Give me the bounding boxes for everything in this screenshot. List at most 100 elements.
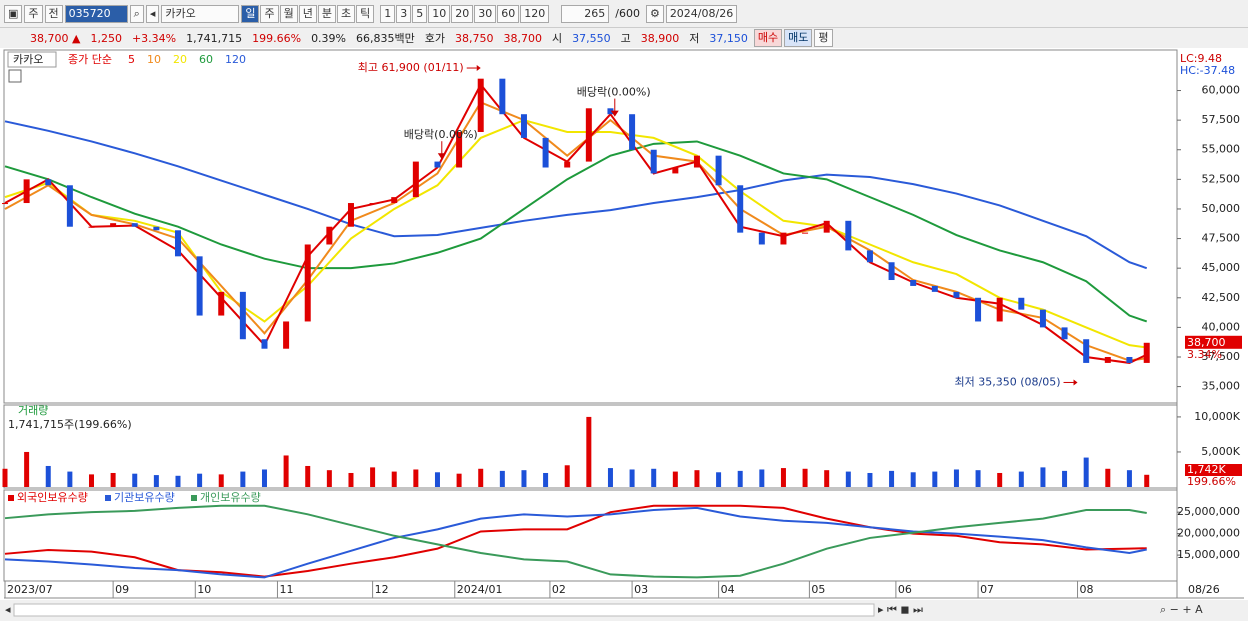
- line: [4, 101, 1147, 362]
- candle: [218, 291, 225, 316]
- zoom-controls: ⌕ − + A: [1160, 603, 1203, 616]
- open-label: 시: [552, 32, 563, 45]
- low: 37,150: [709, 31, 748, 45]
- toolbar-button[interactable]: 일: [241, 4, 260, 23]
- candle: [888, 262, 895, 281]
- candle: [239, 291, 246, 340]
- y-tick-label: 40,000: [1202, 320, 1241, 333]
- toolbar-button[interactable]: 주: [260, 4, 279, 23]
- volume-bar: [607, 468, 613, 487]
- volume-bar: [153, 475, 159, 487]
- code-input[interactable]: 035720: [64, 4, 128, 23]
- volume-bar: [132, 473, 138, 487]
- candle: [88, 226, 95, 228]
- legend-entry: 10: [147, 53, 161, 66]
- volume-bar: [1018, 471, 1024, 487]
- volume-bar: [1040, 467, 1046, 487]
- line: [4, 119, 1147, 349]
- volume-bar: [997, 472, 1003, 487]
- candle: [196, 256, 203, 316]
- toolbar-button[interactable]: 월: [279, 4, 298, 23]
- price-tag-change: 3.34%: [1187, 348, 1222, 361]
- candle: [2, 203, 8, 205]
- candle: [434, 161, 441, 168]
- sell-button[interactable]: 매도: [784, 29, 813, 47]
- candle: [499, 78, 506, 115]
- open: 37,550: [572, 31, 611, 45]
- prev-button[interactable]: 전: [44, 4, 63, 23]
- turnover: 0.39%: [311, 31, 347, 45]
- toolbar-button[interactable]: 20: [451, 4, 474, 23]
- volume-bar: [694, 470, 700, 487]
- toolbar-button[interactable]: 분: [317, 4, 336, 23]
- y-tick-label: 47,500: [1202, 232, 1241, 245]
- volume-bar: [240, 471, 246, 487]
- sound-button[interactable]: ◂: [145, 4, 160, 23]
- annotation-arrowhead: [1073, 379, 1078, 386]
- toolbar-button[interactable]: 5: [412, 4, 428, 23]
- price: 38,700 ▲: [30, 31, 81, 45]
- candle: [650, 149, 657, 174]
- candle: [347, 203, 354, 227]
- avg-button[interactable]: 평: [814, 29, 833, 47]
- toolbar-button[interactable]: 60: [497, 4, 520, 23]
- candle: [456, 131, 463, 168]
- candle: [412, 161, 419, 198]
- buy-button[interactable]: 매수: [753, 29, 783, 47]
- scrollbar: [0, 600, 1248, 621]
- toolbar-button[interactable]: 30: [474, 4, 497, 23]
- toolbar-button[interactable]: 초: [336, 4, 356, 23]
- candle: [585, 108, 592, 162]
- annotation: 배당락(0.00%): [404, 128, 478, 141]
- candle: [910, 280, 917, 286]
- legend-entry: 60: [199, 53, 213, 66]
- volume-bar: [1126, 470, 1132, 487]
- volume-bar: [845, 471, 851, 487]
- line: [4, 140, 1148, 323]
- toolbar-button[interactable]: 년: [298, 4, 317, 23]
- x-tick-label: 04: [721, 583, 735, 596]
- y-tick-label: 52,500: [1202, 172, 1241, 185]
- x-tick-label: 09: [115, 583, 129, 596]
- toolbar-button[interactable]: 틱: [356, 4, 375, 23]
- toolbar-button[interactable]: 3: [396, 4, 412, 23]
- x-tick-label: 11: [279, 583, 293, 596]
- annotation: 최고 61,900 (01/11): [358, 61, 464, 74]
- volume-bar: [261, 469, 267, 487]
- y-tick-label: 35,000: [1202, 380, 1241, 393]
- toolbar-button[interactable]: 10: [428, 4, 451, 23]
- y-tick-label: 42,500: [1202, 291, 1241, 304]
- count-input[interactable]: 265: [561, 4, 610, 23]
- candle: [758, 232, 765, 245]
- name-field[interactable]: 카카오: [161, 4, 240, 23]
- annotation-arrowhead: [610, 110, 619, 117]
- volume-bar: [197, 473, 203, 487]
- tool-button[interactable]: ⚙: [645, 4, 664, 23]
- ask: 38,750: [455, 31, 494, 45]
- line: [4, 504, 1147, 579]
- volume-bar: [780, 468, 786, 487]
- legend-box: [7, 51, 57, 68]
- volume-bar: [802, 468, 808, 487]
- panel-title: 거래량: [18, 404, 48, 417]
- volume-bar: [716, 472, 722, 487]
- y-tick-label: 45,000: [1202, 261, 1241, 274]
- x-tick-label: 05: [811, 583, 825, 596]
- toolbar-button[interactable]: 1: [380, 4, 396, 23]
- volume-bar: [586, 416, 592, 487]
- x-tick-label: 07: [980, 583, 994, 596]
- toolbar-button[interactable]: 120: [520, 4, 550, 23]
- candle: [953, 291, 960, 298]
- scroll-track: [13, 603, 875, 617]
- volume-bar: [88, 474, 94, 487]
- candle: [931, 285, 938, 292]
- candle: [693, 155, 700, 168]
- menu-button[interactable]: ▣: [4, 4, 23, 23]
- search-button[interactable]: ⌕: [129, 4, 144, 23]
- market-select[interactable]: 주: [24, 4, 43, 23]
- candle: [975, 297, 982, 322]
- x-tick-label: 2024/01: [457, 583, 503, 596]
- date-input[interactable]: 2024/08/26: [665, 4, 738, 23]
- volume-bar: [889, 470, 895, 487]
